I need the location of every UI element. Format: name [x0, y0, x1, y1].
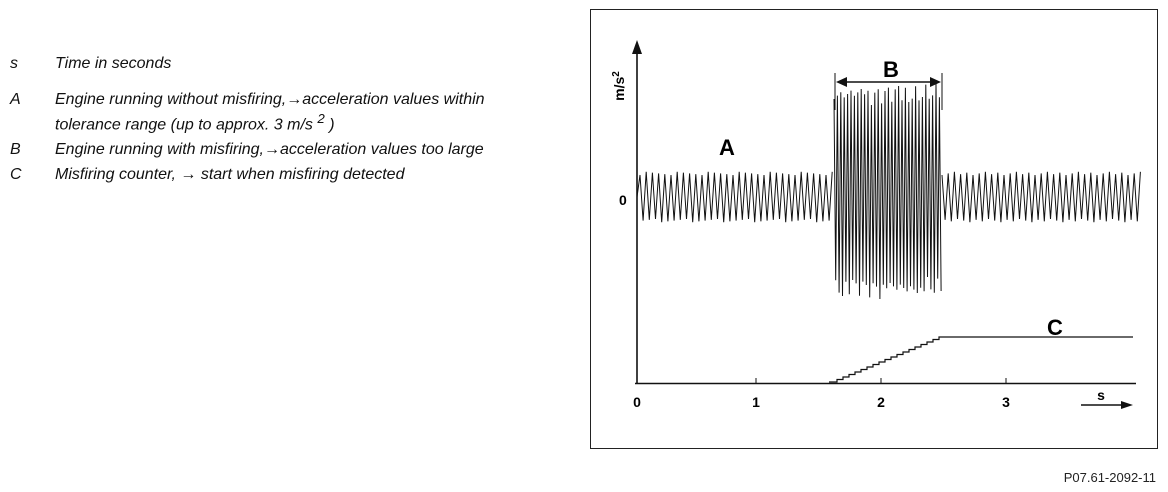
legend-text-a-line2: tolerance range (up to approx. 3 m/s 2 ) — [55, 109, 570, 134]
legend-key-a: A — [10, 91, 21, 108]
legend: s Time in seconds A Engine running witho… — [10, 54, 570, 184]
y-axis-arrowhead — [632, 40, 642, 54]
legend-key-s: s — [10, 55, 18, 72]
diagram-frame: m/s2 0 0 1 2 3 s B A C — [590, 9, 1158, 449]
waveform-misfire — [833, 82, 942, 300]
legend-text-a-line2-post: ) — [324, 116, 335, 134]
legend-text-a-sup: 2 — [317, 111, 325, 126]
x-tick-0: 0 — [633, 394, 641, 410]
x-tick-3: 3 — [1002, 394, 1010, 410]
waveform-normal-right — [941, 171, 1141, 223]
waveform-normal-left — [636, 171, 833, 223]
legend-text-a: Engine running without misfiring,→accele… — [55, 90, 570, 134]
legend-key-b: B — [10, 141, 21, 159]
x-axis-label-arrowhead — [1121, 401, 1133, 409]
label-b: B — [883, 57, 899, 82]
y-axis-label: m/s2 — [611, 71, 627, 101]
label-a: A — [719, 135, 735, 160]
legend-item-c: C Misfiring counter, → start when misfir… — [10, 165, 570, 184]
range-b-right-arrowhead — [930, 77, 941, 87]
y-zero-label: 0 — [619, 192, 627, 208]
legend-text-a-line1: Engine running without misfiring,→accele… — [55, 91, 485, 108]
y-axis-label-unit: m/s — [611, 77, 627, 101]
misfire-counter-line — [829, 336, 1133, 383]
x-axis-label: s — [1097, 387, 1105, 403]
label-c: C — [1047, 315, 1063, 340]
figure-id: P07.61-2092-11 — [1063, 470, 1156, 485]
diagram-svg: m/s2 0 0 1 2 3 s B A C — [611, 40, 1141, 410]
x-tick-2: 2 — [877, 394, 885, 410]
legend-text-a-line2-pre: tolerance range (up to approx. 3 m/s — [55, 116, 318, 134]
range-b-left-arrowhead — [836, 77, 847, 87]
legend-text-b: Engine running with misfiring,→accelerat… — [55, 141, 484, 159]
legend-item-b: B Engine running with misfiring,→acceler… — [10, 140, 570, 159]
legend-item-s: s Time in seconds — [10, 54, 570, 73]
y-axis-label-sup: 2 — [611, 71, 622, 77]
legend-key-c: C — [10, 166, 22, 184]
legend-item-a: A Engine running without misfiring,→acce… — [10, 90, 570, 134]
legend-text-s: Time in seconds — [55, 55, 172, 72]
legend-text-c: Misfiring counter, → start when misfirin… — [55, 166, 405, 184]
x-tick-1: 1 — [752, 394, 760, 410]
